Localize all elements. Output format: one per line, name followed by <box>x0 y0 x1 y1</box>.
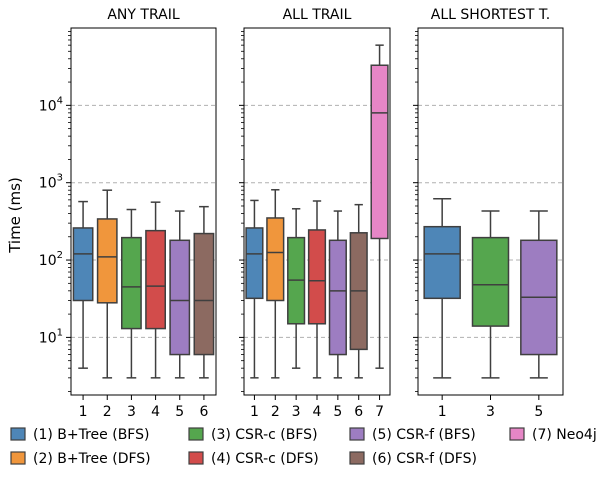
box-body <box>370 64 389 240</box>
legend-item-6: (6) CSR-f (DFS) <box>349 451 477 467</box>
panel-3: ALL SHORTEST T. 1 3 5 <box>413 7 564 420</box>
box-body <box>96 218 118 304</box>
legend-swatch <box>188 451 204 465</box>
legend-item-5: (5) CSR-f (BFS) <box>349 427 476 443</box>
legend-swatch <box>509 427 525 441</box>
box-body <box>328 239 347 356</box>
box-body <box>193 232 215 356</box>
box-2 <box>96 189 118 379</box>
box-body <box>121 236 142 330</box>
legend-item-2: (2) B+Tree (DFS) <box>10 451 151 467</box>
legend-item-4: (4) CSR-c (DFS) <box>188 451 319 467</box>
legend-label: (5) CSR-f (BFS) <box>372 427 476 443</box>
box-1 <box>72 200 94 369</box>
legend-swatch <box>349 451 365 465</box>
legend-label: (6) CSR-f (DFS) <box>372 451 477 467</box>
x-tick-label: 2 <box>103 404 112 420</box>
legend-label: (4) CSR-c (DFS) <box>211 451 319 467</box>
legend-item-7: (7) Neo4j <box>509 427 597 443</box>
x-tick-label: 4 <box>151 404 160 420</box>
panel-frame <box>417 27 564 396</box>
x-tick-label: 7 <box>375 404 384 420</box>
box-5 <box>169 210 191 379</box>
box-body <box>307 229 327 325</box>
box-2 <box>266 189 285 379</box>
x-tick-label: 4 <box>313 404 322 420</box>
box-body <box>245 227 264 300</box>
box-body <box>72 227 94 302</box>
box-6 <box>193 205 215 379</box>
x-tick-label: 5 <box>333 404 342 420</box>
y-tick-label: 104 <box>39 95 63 114</box>
box-1 <box>245 199 264 379</box>
x-tick-label: 1 <box>79 404 88 420</box>
x-tick-label: 3 <box>292 404 301 420</box>
legend-label: (3) CSR-c (BFS) <box>211 427 318 443</box>
box-4 <box>145 201 167 379</box>
legend-item-3: (3) CSR-c (BFS) <box>188 427 318 443</box>
y-tick-label: 103 <box>39 173 63 192</box>
x-tick-label: 3 <box>486 404 495 420</box>
legend-label: (7) Neo4j <box>532 427 597 443</box>
x-tick-label: 6 <box>354 404 363 420</box>
x-tick-label: 5 <box>534 404 543 420</box>
box-body <box>169 239 191 356</box>
y-tick-label: 102 <box>39 250 63 269</box>
x-tick-label: 5 <box>175 404 184 420</box>
legend-swatch <box>10 427 26 441</box>
y-tick-label: 101 <box>39 327 63 346</box>
box-3 <box>287 208 306 369</box>
x-tick-label: 1 <box>438 404 447 420</box>
panel-title: ANY TRAIL <box>107 7 179 23</box>
legend-label: (2) B+Tree (DFS) <box>33 451 151 467</box>
box-7 <box>370 44 389 369</box>
panel-title: ALL TRAIL <box>283 7 352 23</box>
box-3 <box>471 210 510 379</box>
box-body <box>471 236 510 327</box>
box-body <box>145 229 167 330</box>
box-body <box>423 225 461 300</box>
panel-title: ALL SHORTEST T. <box>431 7 550 23</box>
box-5 <box>328 210 347 379</box>
legend-label: (1) B+Tree (BFS) <box>33 427 149 443</box>
x-tick-label: 3 <box>127 404 136 420</box>
legend-item-1: (1) B+Tree (BFS) <box>10 427 149 443</box>
panel-frame <box>243 27 391 396</box>
box-6 <box>349 203 368 379</box>
x-tick-label: 2 <box>271 404 280 420</box>
box-1 <box>423 198 461 379</box>
panel-2: ALL TRAIL 1 2 3 4 5 6 7 <box>239 7 391 420</box>
legend-swatch <box>188 427 204 441</box>
box-3 <box>121 208 142 379</box>
y-axis-label: Time (ms) <box>6 177 24 254</box>
x-tick-label: 6 <box>199 404 208 420</box>
x-tick-label: 1 <box>250 404 259 420</box>
legend-swatch <box>349 427 365 441</box>
box-4 <box>307 200 327 379</box>
box-5 <box>520 210 558 379</box>
panel-1: 101 102 103 104 ANY TRAIL 1 2 3 4 5 6 <box>39 7 217 420</box>
box-body <box>266 217 285 302</box>
legend-swatch <box>10 451 26 465</box>
panel-frame <box>70 27 217 396</box>
legend: (1) B+Tree (BFS) (2) B+Tree (DFS) (3) CSR-… <box>10 427 597 467</box>
